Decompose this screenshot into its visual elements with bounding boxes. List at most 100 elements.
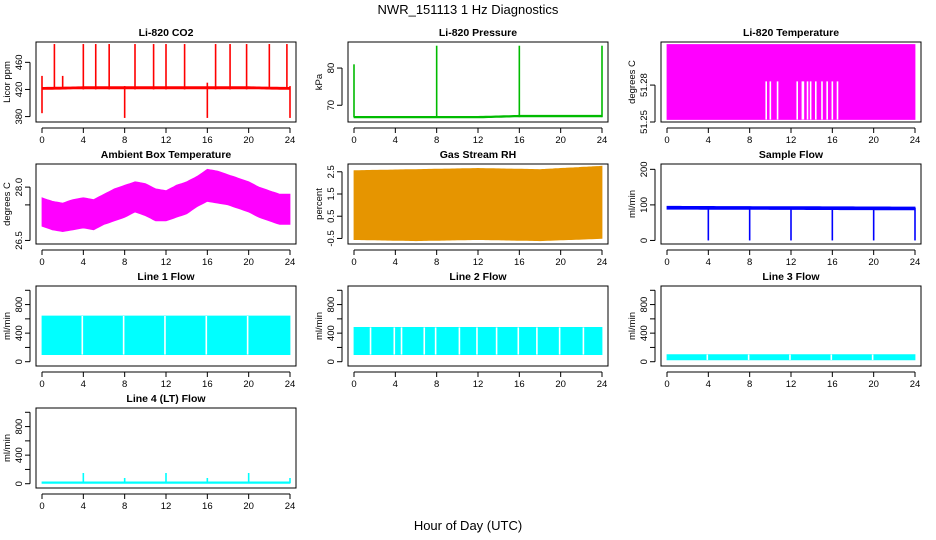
y-tick-label: 0.5	[326, 210, 337, 223]
plot-frame	[660, 41, 922, 123]
x-tick-label: 16	[514, 379, 525, 390]
x-tick-label: 20	[243, 379, 254, 390]
x-tick-label: 4	[81, 379, 86, 390]
x-tick-label: 16	[202, 135, 213, 146]
plot-frame	[35, 41, 297, 123]
x-tick-label: 8	[434, 257, 439, 268]
x-tick-label: 0	[39, 379, 44, 390]
plot-frame	[347, 41, 609, 123]
y-tick-label: 400	[326, 325, 337, 341]
y-tick-label: 2.5	[326, 165, 337, 178]
x-tick-label: 20	[243, 501, 254, 512]
y-tick-label: 800	[639, 297, 650, 313]
x-tick-label: 16	[827, 257, 838, 268]
x-tick-label: 20	[243, 135, 254, 146]
y-tick-label: 800	[326, 297, 337, 313]
y-tick-label: 380	[14, 109, 25, 125]
plot-title: Line 3 Flow	[762, 271, 820, 283]
series-band	[353, 114, 603, 119]
series-band	[353, 165, 603, 242]
x-tick-label: 12	[161, 501, 172, 512]
x-tick-label: 8	[747, 135, 752, 146]
x-tick-label: 8	[122, 135, 127, 146]
x-tick-label: 8	[434, 379, 439, 390]
y-axis-label: degrees C	[2, 182, 13, 226]
x-tick-label: 4	[81, 257, 86, 268]
x-tick-label: 4	[81, 501, 86, 512]
plot-frame	[660, 163, 922, 245]
y-tick-label: 400	[639, 325, 650, 341]
plot-title: Line 1 Flow	[137, 271, 195, 283]
x-tick-label: 16	[202, 379, 213, 390]
x-tick-label: 8	[747, 379, 752, 390]
x-tick-label: 16	[827, 379, 838, 390]
x-tick-label: 24	[285, 379, 296, 390]
plot-frame	[347, 163, 609, 245]
x-tick-label: 8	[122, 257, 127, 268]
y-tick-label: 26.5	[14, 231, 25, 250]
series-band	[41, 168, 291, 233]
x-tick-label: 20	[555, 135, 566, 146]
plot-title: Li-820 CO2	[139, 27, 194, 39]
x-tick-label: 24	[597, 257, 608, 268]
plot-frame	[35, 163, 297, 245]
x-tick-label: 12	[473, 379, 484, 390]
y-tick-label: 0	[326, 359, 337, 364]
x-tick-label: 20	[868, 379, 879, 390]
x-tick-label: 4	[393, 257, 398, 268]
series-band	[666, 44, 916, 120]
x-tick-label: 12	[786, 257, 797, 268]
y-tick-label: 0	[639, 238, 650, 243]
plot-rh: Gas Stream RH 0 4 8 12 16 20 24 -0.5 0.5 1.5 2.5per…	[314, 149, 609, 268]
x-tick-label: 0	[39, 257, 44, 268]
x-tick-label: 24	[910, 379, 921, 390]
y-axis-label: degrees C	[627, 60, 638, 104]
x-tick-label: 4	[706, 135, 711, 146]
plot-title: Li-820 Temperature	[743, 27, 839, 39]
x-tick-label: 0	[351, 379, 356, 390]
plot-title: Line 2 Flow	[449, 271, 507, 283]
x-tick-label: 0	[664, 257, 669, 268]
x-tick-label: 8	[747, 257, 752, 268]
y-axis-label: kPa	[314, 73, 325, 90]
y-tick-label: 420	[14, 82, 25, 98]
x-tick-label: 16	[514, 135, 525, 146]
x-tick-label: 12	[786, 135, 797, 146]
plot-title: Sample Flow	[759, 149, 824, 161]
y-tick-label: 0	[639, 359, 650, 364]
x-tick-label: 12	[161, 379, 172, 390]
y-axis-label: ml/min	[2, 434, 13, 462]
x-tick-label: 24	[285, 501, 296, 512]
plot-frame	[660, 285, 922, 367]
x-tick-label: 12	[161, 257, 172, 268]
plot-title: Li-820 Pressure	[439, 27, 517, 39]
x-tick-label: 20	[868, 257, 879, 268]
x-tick-label: 16	[202, 257, 213, 268]
y-tick-label: 28.0	[14, 178, 25, 197]
x-tick-label: 16	[827, 135, 838, 146]
x-tick-label: 20	[868, 135, 879, 146]
y-tick-label: 400	[14, 447, 25, 463]
x-tick-label: 8	[122, 379, 127, 390]
x-tick-label: 12	[473, 257, 484, 268]
x-tick-label: 0	[351, 135, 356, 146]
x-tick-label: 4	[393, 379, 398, 390]
plot-title: Gas Stream RH	[440, 149, 516, 161]
plot-frame	[347, 285, 609, 367]
x-tick-label: 24	[910, 135, 921, 146]
y-tick-label: 460	[14, 54, 25, 70]
series-band	[41, 315, 291, 355]
y-tick-label: 1.5	[326, 187, 337, 200]
y-tick-label: 800	[14, 297, 25, 313]
x-tick-label: 24	[597, 379, 608, 390]
x-tick-label: 24	[285, 135, 296, 146]
plot-btemp: Ambient Box Temperature 0 4 8 12 16 20 24 26.5 28…	[2, 149, 297, 268]
y-axis-label: ml/min	[314, 312, 325, 340]
x-tick-label: 0	[39, 135, 44, 146]
y-tick-label: -0.5	[326, 230, 337, 246]
y-tick-label: 80	[326, 63, 337, 74]
x-tick-label: 4	[393, 135, 398, 146]
